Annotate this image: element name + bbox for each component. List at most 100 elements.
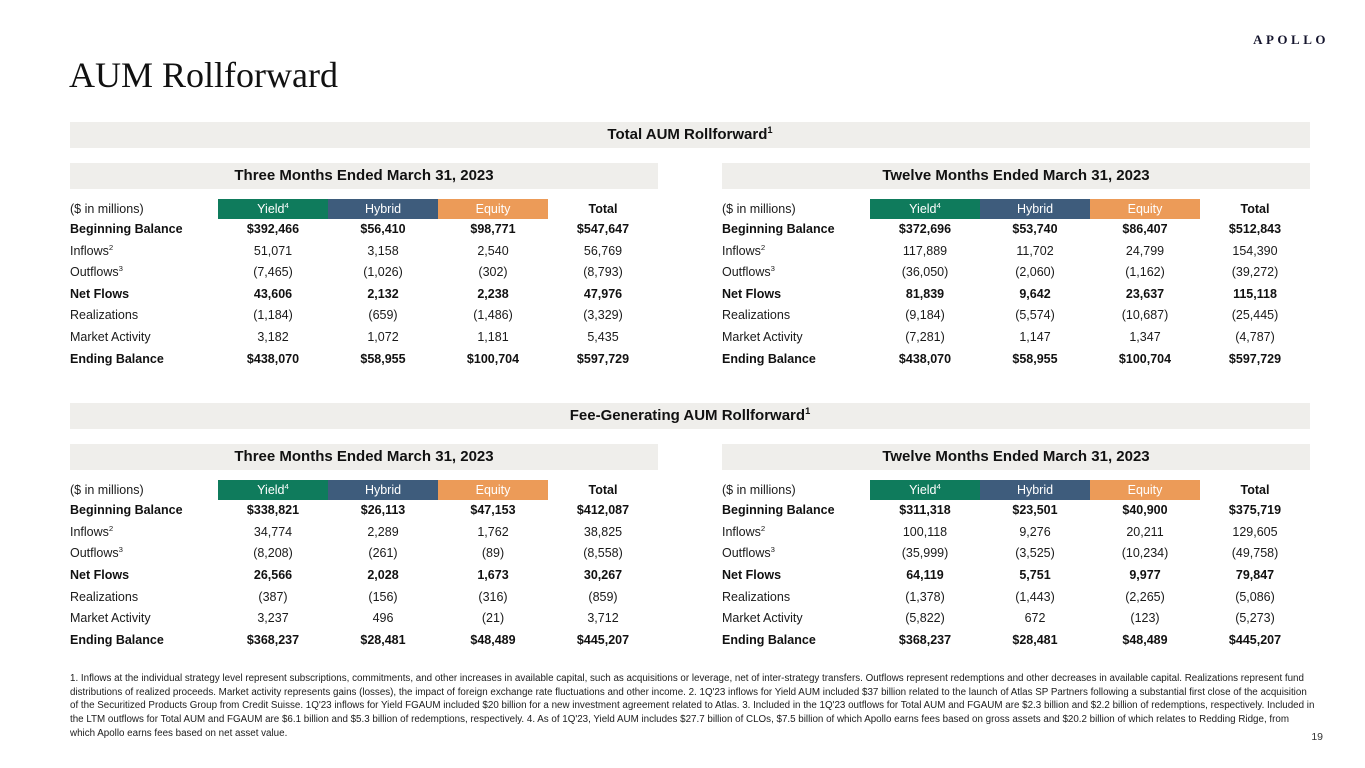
cell-net-flows-equity: 1,673 xyxy=(477,567,509,582)
cell-outflows-yield: (8,208) xyxy=(253,546,293,561)
table-three-months-ended-march-31-2023: Three Months Ended March 31, 2023 ($ in m… xyxy=(70,163,658,370)
row-label-net-flows: Net Flows xyxy=(70,567,130,582)
rollforward-table: ($ in millions) Yield4 Hybrid Equity Total Be… xyxy=(70,199,658,370)
cell-outflows-equity: (10,234) xyxy=(1121,546,1169,561)
superscript: 4 xyxy=(936,482,941,491)
cell-market-activity-equity: (123) xyxy=(1130,611,1160,626)
row-label-outflows: Outflows3 xyxy=(722,264,775,280)
cell-realizations-equity: (1,486) xyxy=(473,308,513,323)
cell-beginning-balance-yield: $338,821 xyxy=(246,503,300,518)
rollforward-table: ($ in millions) Yield4 Hybrid Equity Total Be… xyxy=(722,480,1310,651)
row-label-beginning-balance: Beginning Balance xyxy=(722,222,835,236)
section-title-bar: Fee-Generating AUM Rollforward1 xyxy=(70,403,1310,430)
row-label-market-activity: Market Activity xyxy=(722,329,803,344)
cell-ending-balance-equity: $100,704 xyxy=(1118,351,1172,366)
cell-beginning-balance-total: $547,647 xyxy=(576,222,630,236)
tables-row: Three Months Ended March 31, 2023 ($ in m… xyxy=(70,444,1310,651)
cell-beginning-balance-hybrid: $56,410 xyxy=(360,222,406,236)
cell-market-activity-equity: (21) xyxy=(481,611,505,626)
cell-beginning-balance-equity: $40,900 xyxy=(1122,503,1168,518)
unit-label: ($ in millions) xyxy=(70,483,144,498)
cell-ending-balance-yield: $368,237 xyxy=(898,632,952,647)
cell-net-flows-equity: 23,637 xyxy=(1125,286,1165,301)
superscript: 4 xyxy=(284,200,289,210)
cell-net-flows-hybrid: 2,028 xyxy=(367,567,399,582)
row-label-net-flows: Net Flows xyxy=(722,286,782,301)
section-total-aum-rollforward: Total AUM Rollforward1 Three Months Ended… xyxy=(70,122,1310,370)
cell-outflows-hybrid: (261) xyxy=(368,546,398,561)
row-label-inflows: Inflows2 xyxy=(722,242,766,258)
column-header-total: Total xyxy=(1240,202,1270,216)
cell-outflows-total: (8,558) xyxy=(583,546,623,561)
cell-outflows-hybrid: (2,060) xyxy=(1015,265,1055,280)
cell-ending-balance-yield: $438,070 xyxy=(898,351,952,366)
rollforward-table: ($ in millions) Yield4 Hybrid Equity Total Be… xyxy=(70,480,658,651)
period-header-label: Three Months Ended March 31, 2023 xyxy=(234,167,494,184)
superscript: 2 xyxy=(108,242,114,252)
cell-inflows-hybrid: 3,158 xyxy=(367,243,399,258)
row-label-beginning-balance: Beginning Balance xyxy=(70,222,183,236)
cell-realizations-equity: (10,687) xyxy=(1121,308,1169,323)
cell-outflows-total: (8,793) xyxy=(583,265,623,280)
cell-inflows-hybrid: 9,276 xyxy=(1019,524,1051,539)
cell-net-flows-total: 30,267 xyxy=(583,567,623,582)
cell-inflows-yield: 34,774 xyxy=(253,524,293,539)
cell-realizations-yield: (1,378) xyxy=(905,589,945,604)
row-label-ending-balance: Ending Balance xyxy=(722,632,816,647)
period-header-label: Twelve Months Ended March 31, 2023 xyxy=(882,448,1150,466)
cell-realizations-hybrid: (659) xyxy=(368,308,398,323)
cell-outflows-yield: (36,050) xyxy=(901,265,949,280)
cell-inflows-hybrid: 11,702 xyxy=(1016,243,1054,258)
row-label-outflows: Outflows3 xyxy=(70,545,123,561)
cell-ending-balance-total: $597,729 xyxy=(1228,351,1282,366)
cell-market-activity-hybrid: 496 xyxy=(372,611,394,626)
cell-ending-balance-yield: $438,070 xyxy=(246,351,300,366)
tables-row: Three Months Ended March 31, 2023 ($ in m… xyxy=(70,163,1310,370)
cell-inflows-total: 56,769 xyxy=(583,243,623,258)
rollforward-table: ($ in millions) Yield4 Hybrid Equity Total Be… xyxy=(722,199,1310,370)
row-label-market-activity: Market Activity xyxy=(70,611,151,626)
cell-ending-balance-total: $445,207 xyxy=(576,632,630,647)
cell-inflows-equity: 1,762 xyxy=(477,524,509,539)
row-label-ending-balance: Ending Balance xyxy=(70,351,164,366)
row-label-realizations: Realizations xyxy=(722,589,791,604)
cell-beginning-balance-hybrid: $26,113 xyxy=(360,503,406,518)
period-header: Three Months Ended March 31, 2023 xyxy=(70,163,658,189)
cell-beginning-balance-equity: $47,153 xyxy=(470,503,516,518)
cell-realizations-yield: (387) xyxy=(258,589,288,604)
cell-realizations-yield: (9,184) xyxy=(905,308,945,323)
cell-ending-balance-yield: $368,237 xyxy=(246,632,300,647)
column-header-equity: Equity xyxy=(1090,199,1200,219)
period-header: Three Months Ended March 31, 2023 xyxy=(70,444,658,471)
period-header: Twelve Months Ended March 31, 2023 xyxy=(722,163,1310,189)
column-header-yield: Yield4 xyxy=(218,480,328,501)
cell-beginning-balance-equity: $98,771 xyxy=(470,222,516,236)
cell-realizations-total: (25,445) xyxy=(1231,308,1279,323)
footnotes: 1. Inflows at the individual strategy le… xyxy=(70,673,1315,739)
cell-ending-balance-hybrid: $58,955 xyxy=(1012,351,1058,366)
apollo-logo: APOLLO xyxy=(1253,32,1329,47)
period-header-label: Twelve Months Ended March 31, 2023 xyxy=(882,167,1150,184)
table-twelve-months-ended-march-31-2023: Twelve Months Ended March 31, 2023 ($ in … xyxy=(722,163,1310,370)
unit-label: ($ in millions) xyxy=(722,483,796,498)
cell-realizations-hybrid: (1,443) xyxy=(1015,589,1055,604)
cell-market-activity-yield: (7,281) xyxy=(905,329,945,344)
cell-ending-balance-hybrid: $58,955 xyxy=(360,351,406,366)
row-label-inflows: Inflows2 xyxy=(70,523,114,539)
section-fee-generating-aum-rollforward: Fee-Generating AUM Rollforward1 Three Mon… xyxy=(70,403,1310,651)
superscript: 2 xyxy=(760,523,766,533)
cell-realizations-yield: (1,184) xyxy=(253,308,293,323)
cell-ending-balance-equity: $48,489 xyxy=(470,632,516,647)
cell-realizations-total: (5,086) xyxy=(1235,589,1275,604)
cell-market-activity-hybrid: 1,147 xyxy=(1019,329,1051,344)
column-header-total: Total xyxy=(1240,483,1270,498)
cell-net-flows-hybrid: 5,751 xyxy=(1019,567,1051,582)
cell-market-activity-hybrid: 1,072 xyxy=(367,329,399,344)
superscript: 3 xyxy=(770,264,775,274)
superscript: 3 xyxy=(118,545,123,555)
cell-net-flows-hybrid: 9,642 xyxy=(1019,286,1051,301)
section-title: Fee-Generating AUM Rollforward1 xyxy=(569,406,811,425)
column-header-hybrid: Hybrid xyxy=(328,199,438,219)
column-header-total: Total xyxy=(588,202,618,216)
cell-ending-balance-hybrid: $28,481 xyxy=(360,632,406,647)
